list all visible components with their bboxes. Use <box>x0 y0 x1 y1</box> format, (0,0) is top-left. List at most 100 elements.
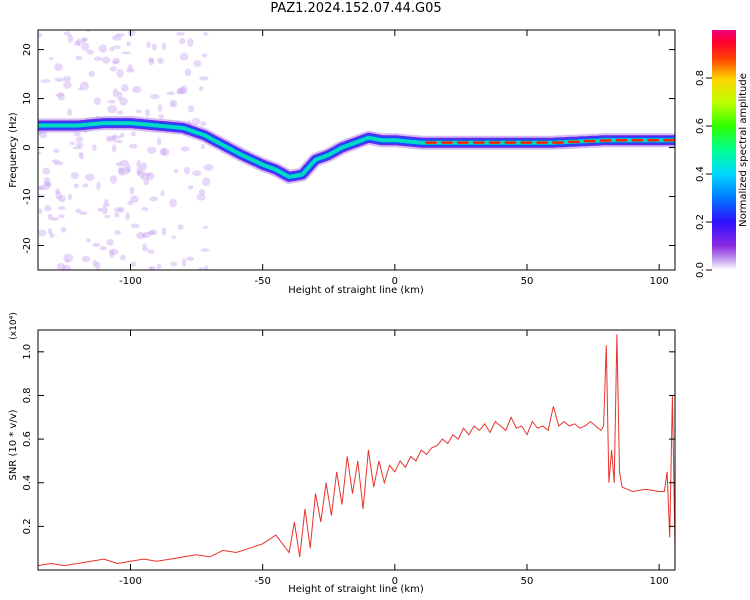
bottom-y-axis-label: SNR (10 * v/v) <box>8 409 19 480</box>
bottom-y-tick-label: 0.4 <box>22 475 33 491</box>
spectrogram-speckle <box>127 64 133 71</box>
spectrogram-speckle <box>111 135 122 140</box>
spectrogram-speckle <box>148 266 153 270</box>
spectrogram-speckle <box>128 143 138 149</box>
spectrogram-speckle <box>49 56 54 61</box>
spectrogram-speckle <box>144 108 151 117</box>
spectrogram-speckle <box>53 148 60 154</box>
bottom-x-tick-label: -100 <box>119 576 142 587</box>
spectrogram-speckle <box>58 195 67 203</box>
top-y-tick-label: 10 <box>22 92 33 105</box>
spectrogram-speckle <box>55 93 65 97</box>
spectrogram-speckle <box>130 223 140 229</box>
spectrogram-speckle <box>38 151 42 155</box>
spectrogram-speckle <box>157 104 163 113</box>
spectrogram-speckle <box>121 84 129 92</box>
bottom-x-tick-label: -50 <box>254 576 270 587</box>
spectrogram-speckle <box>110 65 117 72</box>
spectrogram-speckle <box>114 139 124 144</box>
spectrogram-speckle <box>115 33 125 37</box>
spectrogram-speckle <box>148 58 154 63</box>
spectrogram-speckle <box>120 254 126 261</box>
spectrogram-speckle <box>79 81 90 91</box>
spectrogram-speckle <box>161 227 167 236</box>
top-x-tick-label: 100 <box>650 276 669 287</box>
spectrogram-speckle <box>137 170 146 178</box>
spectrogram-speckle <box>112 88 119 97</box>
spectrogram-speckle <box>169 99 175 108</box>
spectrogram-speckle <box>158 114 164 120</box>
spectrogram-speckle <box>75 142 84 147</box>
spectrogram-speckle <box>58 214 65 219</box>
spectrogram-speckle <box>187 38 194 47</box>
spectrogram-speckle <box>173 168 179 174</box>
spectrogram-heatmap <box>38 30 675 270</box>
colorbar-gradient <box>712 30 736 270</box>
spectrogram-speckle <box>112 57 121 64</box>
spectrogram-speckle <box>141 231 152 238</box>
bottom-y-tick-label: 0.8 <box>22 388 33 404</box>
spectrogram-speckle <box>150 94 160 100</box>
spectrogram-speckle <box>161 42 167 51</box>
spectrogram-speckle <box>78 152 83 156</box>
spectrogram-speckle <box>151 43 157 51</box>
spectrogram-speckle <box>118 166 123 175</box>
spectrogram-speckle <box>75 136 84 143</box>
spectrogram-speckle <box>82 183 89 188</box>
spectrogram-speckle <box>56 262 66 270</box>
spectrogram-speckle <box>54 77 65 82</box>
spectrogram-speckle <box>109 175 118 184</box>
spectrogram-speckle <box>135 109 143 114</box>
spectrogram-speckle <box>67 34 74 43</box>
spectrogram-speckle <box>180 85 188 94</box>
spectrogram-speckle <box>132 85 142 94</box>
spectrogram-speckle <box>203 164 214 171</box>
spectrogram-speckle <box>63 75 71 83</box>
spectrogram-speckle <box>38 131 48 139</box>
spectrogram-speckle <box>118 206 125 213</box>
spectrogram-speckle <box>79 211 88 216</box>
spectrogram-speckle <box>101 205 108 215</box>
colorbar-tick-label: 0.6 <box>695 118 706 134</box>
spectrogram-speckle <box>177 87 186 94</box>
spectrogram-speckle <box>127 200 134 206</box>
spectrogram-speckle <box>81 37 89 42</box>
spectrogram-speckle <box>171 235 177 239</box>
colorbar-tick-label: 0.2 <box>695 214 706 230</box>
top-x-tick-label: 0 <box>392 276 398 287</box>
spectrogram-speckle <box>119 97 128 106</box>
spectrogram-speckle <box>72 146 83 150</box>
spectrogram-speckle <box>203 225 208 229</box>
spectrogram-speckle <box>38 186 45 190</box>
spectrogram-speckle <box>136 231 145 240</box>
spectrogram-speckle <box>187 185 194 190</box>
spectrogram-speckle <box>66 108 73 116</box>
spectrogram-speckle <box>129 186 135 195</box>
spectrogram-speckle <box>176 31 185 36</box>
spectrogram-speckle <box>180 146 190 152</box>
spectrogram-speckle <box>93 97 101 106</box>
spectrogram-speckle <box>107 104 118 114</box>
spectrogram-speckle <box>119 133 125 138</box>
spectrogram-speckle <box>47 213 53 220</box>
spectrogram-speckle <box>199 76 209 81</box>
colorbar-label: Normalized spectral amplitude <box>738 73 749 227</box>
spectrogram-speckle <box>75 55 83 61</box>
spectrogram-speckle <box>142 243 147 249</box>
spectrogram-speckle <box>55 188 60 194</box>
colorbar: 0.0 0.2 0.4 0.6 0.8 Normalized spectral ampl… <box>695 30 749 278</box>
spectrogram-speckle <box>76 38 83 46</box>
spectrogram-speckle <box>149 196 159 202</box>
spectrogram-speckle <box>201 53 208 58</box>
spectrogram-speckle <box>130 195 139 203</box>
bottom-y-tick-label: 0.2 <box>22 518 33 534</box>
spectrogram-speckle <box>113 207 123 212</box>
chart-title: PAZ1.2024.152.07.44.G05 <box>270 1 442 16</box>
spectrogram-speckle <box>38 184 46 190</box>
spectrogram-speckle <box>79 153 84 160</box>
top-y-tick-label: 20 <box>22 43 33 56</box>
spectrogram-speckle <box>140 175 146 180</box>
spectrogram-speckle <box>187 105 195 113</box>
spectrogram-speckle <box>81 42 90 52</box>
